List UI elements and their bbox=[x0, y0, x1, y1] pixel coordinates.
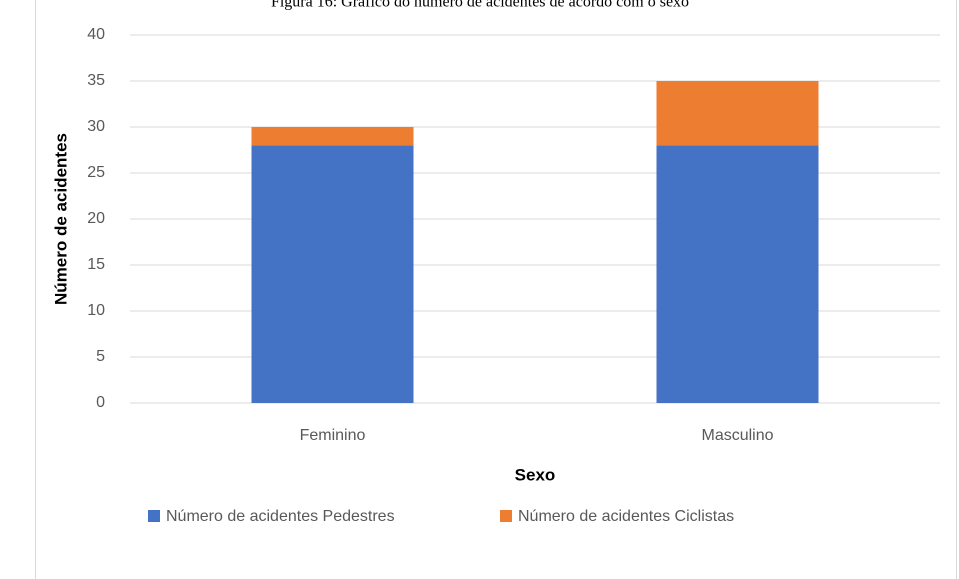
legend-label: Número de acidentes Pedestres bbox=[166, 508, 395, 525]
legend-label: Número de acidentes Ciclistas bbox=[518, 508, 734, 525]
legend-swatch bbox=[148, 510, 160, 522]
x-axis-title: Sexo bbox=[515, 465, 556, 484]
legend-swatch bbox=[500, 510, 512, 522]
chart-title: Figura 16: Gráfico do número de acidente… bbox=[271, 0, 689, 11]
y-tick-label: 25 bbox=[87, 164, 105, 181]
y-tick-label: 30 bbox=[87, 118, 105, 135]
y-tick-label: 0 bbox=[96, 394, 105, 411]
y-tick-label: 10 bbox=[87, 302, 105, 319]
y-tick-label: 5 bbox=[96, 348, 105, 365]
bar-segment bbox=[251, 127, 414, 146]
bar-segment bbox=[656, 145, 819, 403]
y-tick-label: 15 bbox=[87, 256, 105, 273]
bar-segment bbox=[656, 81, 819, 146]
y-axis-title: Número de acidentes bbox=[51, 133, 70, 305]
x-tick-label: Masculino bbox=[701, 427, 773, 444]
y-tick-label: 35 bbox=[87, 72, 105, 89]
bar-segment bbox=[251, 145, 414, 403]
y-tick-label: 20 bbox=[87, 210, 105, 227]
x-tick-label: Feminino bbox=[300, 427, 366, 444]
y-tick-label: 40 bbox=[87, 26, 105, 43]
